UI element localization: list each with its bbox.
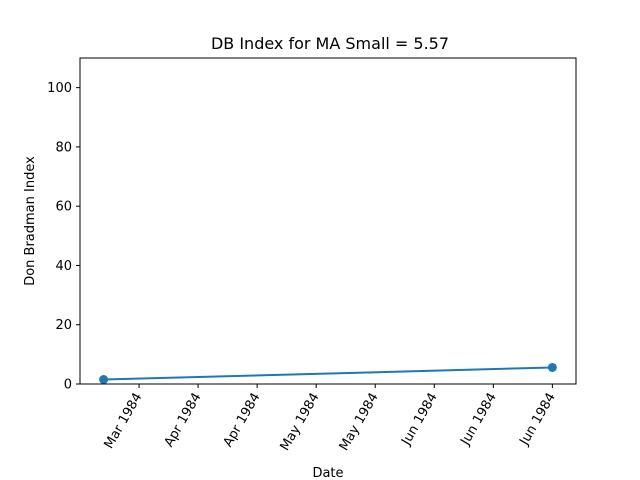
- y-tick-label: 20: [55, 318, 72, 333]
- data-point: [99, 375, 109, 385]
- y-tick-label: 100: [47, 81, 72, 96]
- y-tick-label: 80: [55, 140, 72, 155]
- series-layer: [99, 362, 557, 385]
- plot-frame: [79, 57, 577, 385]
- y-axis-ticks: 0 20 40 60 80 100: [47, 81, 80, 393]
- y-tick-label: 0: [64, 378, 72, 393]
- x-axis-label: Date: [312, 466, 343, 480]
- y-tick-label: 40: [55, 259, 72, 274]
- y-axis-label: Don Bradman Index: [23, 156, 38, 286]
- chart-title: DB Index for MA Small = 5.57: [211, 34, 449, 53]
- data-point: [547, 362, 557, 372]
- y-tick-label: 60: [55, 200, 72, 215]
- series-line: [103, 366, 553, 381]
